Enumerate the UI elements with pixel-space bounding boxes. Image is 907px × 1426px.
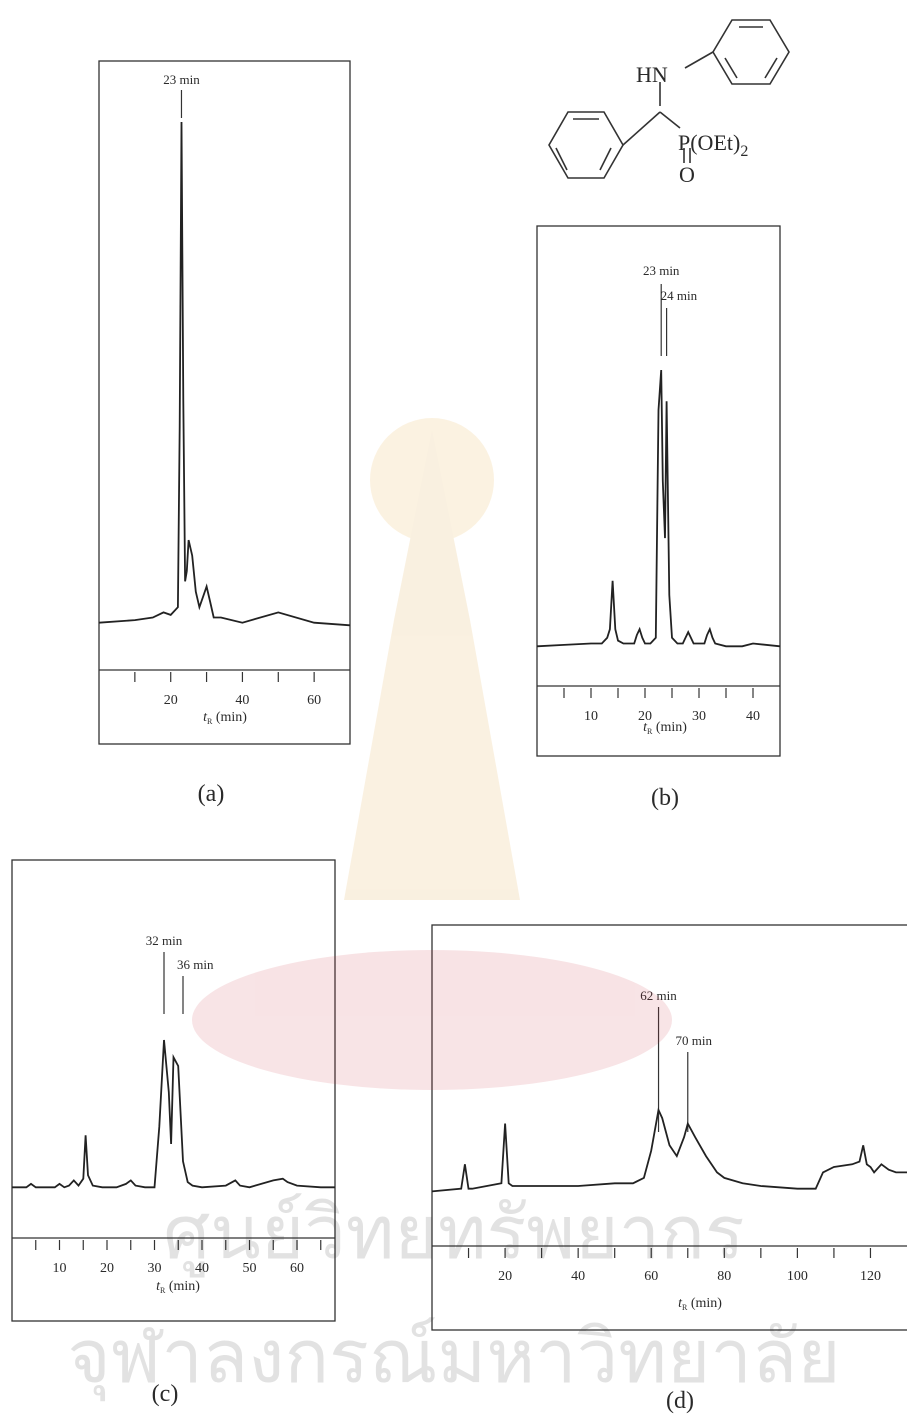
panel-frame-d — [431, 924, 907, 1331]
x-tick-label: 120 — [860, 1269, 881, 1284]
x-tick-label: 40 — [571, 1269, 585, 1284]
x-tick-label: 40 — [195, 1261, 209, 1276]
trace-a — [98, 121, 351, 627]
chromatogram-d: 20 40 60 80 100 120 62 min 70 min tR (min) — [431, 924, 907, 1331]
x-tick-label: 40 — [235, 693, 249, 708]
x-axis-label-d: tR (min) — [678, 1296, 722, 1312]
x-ticks-a: 20 40 60 — [134, 672, 321, 708]
seal-crown-icon — [344, 430, 520, 900]
x-tick-label: 20 — [100, 1261, 114, 1276]
x-tick-label: 100 — [787, 1269, 808, 1284]
panel-frame-a — [98, 60, 351, 745]
x-tick-label: 30 — [148, 1261, 162, 1276]
phenyl-ring — [548, 111, 624, 179]
panel-label-b: (b) — [651, 785, 679, 811]
peak-markers-c: 32 min 36 min — [146, 933, 214, 1014]
panel-label-c: (c) — [152, 1381, 179, 1407]
x-axis-label-c: tR (min) — [156, 1279, 200, 1295]
trace-c — [12, 1039, 335, 1189]
peak-label: 62 min — [640, 988, 677, 1003]
x-tick-label: 10 — [584, 709, 598, 724]
x-ticks-d: 20 40 60 80 100 120 — [467, 1248, 881, 1284]
x-tick-label: 60 — [307, 693, 321, 708]
panel-label-d: (d) — [666, 1388, 694, 1414]
x-ticks-c: 10 20 30 40 50 60 — [35, 1240, 322, 1276]
x-tick-label: 40 — [746, 709, 760, 724]
x-tick-label: 20 — [638, 709, 652, 724]
benzyl-ring — [712, 19, 790, 85]
x-axis-label-a: tR (min) — [203, 710, 247, 726]
peak-markers-b: 23 min 24 min — [643, 263, 698, 356]
molecule-structure — [548, 19, 790, 179]
peak-markers-a: 23 min — [163, 72, 200, 118]
x-tick-label: 20 — [164, 693, 178, 708]
peak-markers-d: 62 min 70 min — [640, 988, 713, 1132]
peak-label: 70 min — [676, 1033, 713, 1048]
ch-p-bond — [659, 111, 681, 129]
panel-frame-c — [11, 859, 336, 1322]
panel-frame-b — [536, 225, 781, 757]
x-ticks-b: 10 20 30 40 — [563, 688, 760, 724]
peak-label: 24 min — [661, 288, 698, 303]
x-tick-label: 60 — [644, 1269, 658, 1284]
nh-label: HN — [636, 62, 668, 87]
oxo-label: O — [679, 162, 695, 187]
peak-label: 23 min — [163, 72, 200, 87]
x-tick-label: 50 — [243, 1261, 257, 1276]
phosphonate-label: P(OEt)2 — [678, 130, 748, 160]
seal-sun-icon — [370, 418, 494, 542]
chromatogram-c: 10 20 30 40 50 60 32 min 36 min tR (min) — [11, 859, 336, 1322]
ph-ch-bond — [622, 111, 661, 146]
x-tick-label: 80 — [717, 1269, 731, 1284]
trace-d — [431, 1107, 907, 1193]
x-axis-label-b: tR (min) — [643, 720, 687, 736]
ch2-bond — [684, 51, 714, 69]
x-tick-label: 30 — [692, 709, 706, 724]
chromatogram-a: 20 40 60 23 min tR (min) — [98, 60, 351, 745]
x-tick-label: 60 — [290, 1261, 304, 1276]
x-tick-label: 20 — [498, 1269, 512, 1284]
peak-label: 32 min — [146, 933, 183, 948]
chromatogram-b: 10 20 30 40 23 min 24 min tR (min) — [536, 225, 781, 757]
trace-b — [536, 369, 781, 648]
peak-label: 36 min — [177, 957, 214, 972]
panel-label-a: (a) — [198, 781, 225, 807]
x-tick-label: 10 — [53, 1261, 67, 1276]
peak-label: 23 min — [643, 263, 680, 278]
